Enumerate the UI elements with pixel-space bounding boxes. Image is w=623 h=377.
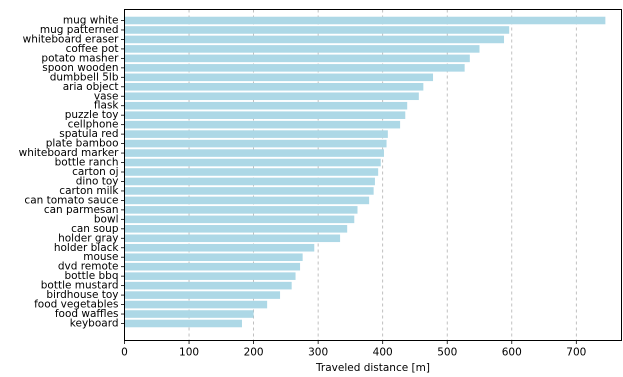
category-label: bottle mustard [41, 280, 119, 292]
bar [124, 45, 480, 53]
bar [124, 281, 292, 290]
bar [124, 319, 242, 328]
bar [124, 234, 341, 243]
category-label: dumbbell 5lb [50, 71, 119, 83]
bar [124, 196, 370, 205]
category-label: potato masher [41, 52, 119, 64]
x-tick-label: 600 [502, 347, 522, 359]
category-label: mug white [63, 15, 119, 27]
x-tick-label: 200 [244, 347, 264, 359]
category-label: bowl [94, 213, 119, 225]
plot-frame [124, 9, 622, 341]
bar [124, 206, 358, 214]
x-tick-label: 400 [373, 347, 393, 359]
category-label: keyboard [70, 318, 119, 330]
bar [124, 168, 379, 176]
category-label: whiteboard eraser [23, 33, 120, 45]
x-ticks: 0 100 200 300 400 500 600 700 [121, 340, 586, 359]
bar [124, 16, 606, 25]
bar [124, 225, 348, 233]
bar [124, 64, 465, 72]
bar [124, 272, 296, 280]
category-label: cellphone [68, 119, 119, 131]
category-label: coffee pot [66, 43, 119, 55]
category-label: carton milk [59, 185, 119, 197]
bar [124, 111, 406, 119]
category-label: can parmesan [44, 204, 119, 216]
x-tick-label: 300 [308, 347, 328, 359]
bar [124, 130, 388, 138]
category-label: holder black [54, 242, 120, 254]
bar [124, 92, 419, 101]
bar [124, 158, 381, 167]
x-tick-label: 0 [121, 347, 128, 359]
bar [124, 215, 355, 224]
bar [124, 82, 424, 91]
category-label: can tomato sauce [24, 194, 118, 206]
category-label: can soup [71, 223, 119, 235]
bar [124, 35, 505, 44]
category-label: spatula red [59, 128, 118, 140]
category-label: aria object [63, 81, 119, 93]
bar [124, 300, 268, 309]
category-label: birdhouse toy [46, 289, 118, 301]
bar [124, 187, 374, 195]
bars [124, 16, 606, 328]
category-label: holder gray [58, 232, 118, 244]
x-tick-label: 100 [179, 347, 199, 359]
category-label: dino toy [76, 175, 119, 187]
bar [124, 177, 375, 186]
x-tick-label: 700 [566, 347, 586, 359]
category-label: food waffles [55, 308, 119, 320]
category-label: food vegetables [34, 299, 118, 311]
bar [124, 139, 387, 148]
bar [124, 310, 254, 318]
bar [124, 26, 510, 34]
bar [124, 253, 303, 262]
bar [124, 262, 301, 271]
category-label: vase [94, 90, 119, 102]
category-label: carton oj [72, 166, 118, 178]
category-label: spoon wooden [42, 62, 118, 74]
bar [124, 73, 434, 82]
bar [124, 149, 384, 157]
category-label: flask [94, 100, 120, 112]
category-label: plate bamboo [46, 138, 119, 150]
bar [124, 243, 315, 252]
category-label: whiteboard marker [19, 147, 120, 159]
category-label: bottle bbq [64, 270, 118, 282]
bar [124, 101, 408, 110]
category-label: mug patterned [40, 24, 119, 36]
x-axis-title: Traveled distance [m] [315, 362, 430, 374]
category-label: dvd remote [58, 261, 119, 273]
bar [124, 54, 470, 63]
category-label: bottle ranch [55, 157, 119, 169]
bar [124, 120, 401, 129]
category-label: puzzle toy [65, 109, 119, 121]
category-label: mouse [83, 251, 118, 263]
bar [124, 291, 281, 299]
x-tick-label: 500 [437, 347, 457, 359]
